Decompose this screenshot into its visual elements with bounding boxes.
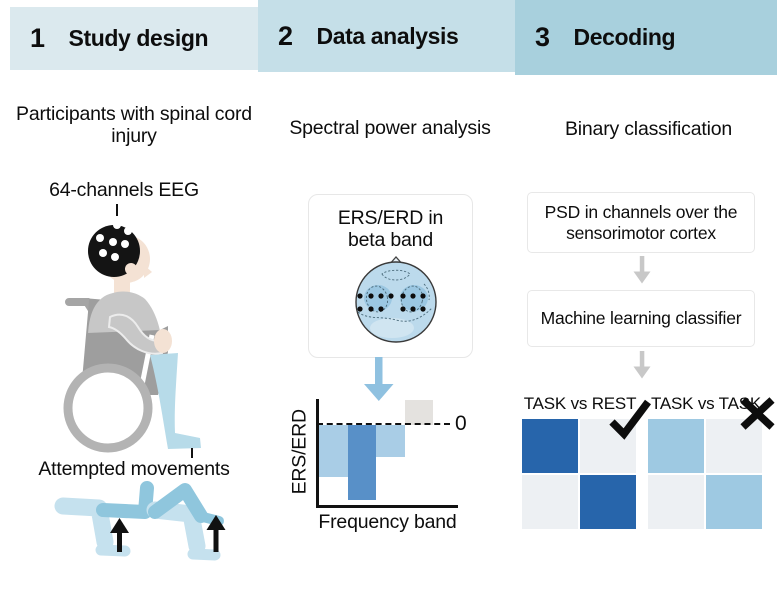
- person-hand: [154, 329, 172, 353]
- movements-pointer-line: [191, 448, 193, 458]
- person-nose: [144, 265, 152, 278]
- psd-card-text: PSD in channels over the sensorimotor co…: [544, 201, 738, 243]
- step-number: 1: [30, 23, 45, 53]
- participants-heading: Participants with spinal cord injury: [16, 103, 252, 147]
- chart-ylabel: ERS/ERD: [288, 409, 311, 495]
- task-vs-task-label: TASK vs TASK: [650, 394, 762, 413]
- classifier-card-text: Machine learning classifier: [540, 308, 742, 328]
- person-arm: [107, 313, 164, 355]
- eeg-channels-label: 64-channels EEG: [49, 179, 199, 201]
- matrix-cell: [522, 419, 578, 473]
- matrix-cell: [648, 419, 704, 473]
- step-number: 2: [278, 20, 293, 51]
- step-label: Study design: [68, 25, 209, 51]
- step-label: Data analysis: [316, 22, 459, 49]
- card-line2: beta band: [348, 228, 433, 251]
- ers-erd-bar: [347, 425, 376, 501]
- task-vs-rest-label: TASK vs REST: [523, 394, 637, 413]
- chart-xlabel: Frequency band: [318, 511, 457, 533]
- attempted-movements-label: Attempted movements: [38, 458, 230, 480]
- zero-label: 0: [455, 412, 467, 435]
- chart-y-axis: [316, 399, 319, 508]
- leg-dorsiflexion-icon: [54, 481, 154, 557]
- wheelchair-user-illustration: [63, 221, 201, 453]
- person-ear: [125, 263, 137, 275]
- checkmark-icon: [609, 399, 651, 440]
- matrix-cell: [706, 419, 762, 473]
- ers-erd-bar: [404, 400, 433, 425]
- matrix-cell: [648, 475, 704, 529]
- down-arrow-icon: [633, 256, 651, 284]
- leg-raise-icon: [146, 483, 224, 561]
- wheelchair-wheel-icon: [63, 363, 153, 453]
- spectral-analysis-heading: Spectral power analysis: [289, 117, 491, 139]
- zero-line: [317, 423, 450, 425]
- header-step-study-design: 1 Study design: [10, 7, 258, 70]
- header-step-data-analysis: 2 Data analysis: [258, 0, 515, 72]
- down-arrow-icon: [364, 357, 394, 401]
- matrix-cell: [580, 475, 636, 529]
- ers-erd-bar: [376, 425, 405, 457]
- person-leg: [150, 353, 201, 449]
- up-arrow-icon: [206, 515, 226, 552]
- header-step-decoding: 3 Decoding: [515, 0, 777, 75]
- psd-card: PSD in channels over the sensorimotor co…: [527, 192, 755, 253]
- matrix-cell: [522, 475, 578, 529]
- x-mark-icon: [740, 397, 775, 430]
- attempted-movement-icons: [54, 481, 226, 561]
- binary-classification-heading: Binary classification: [564, 118, 733, 140]
- ers-erd-bar: [319, 425, 348, 477]
- eeg-pointer-line: [116, 204, 118, 216]
- topography-electrodes: [357, 293, 426, 312]
- classifier-card: Machine learning classifier: [527, 290, 755, 347]
- scalp-topography-icon: [355, 256, 437, 343]
- eeg-electrode-dots: [96, 221, 132, 261]
- card-line1: ERS/ERD in: [337, 207, 444, 229]
- chart-x-axis: [316, 505, 458, 508]
- step-number: 3: [535, 22, 550, 52]
- up-arrow-icon: [110, 518, 129, 552]
- matrix-cell: [706, 475, 762, 529]
- task-vs-task-matrix: [648, 419, 762, 529]
- down-arrow-icon: [633, 351, 651, 379]
- step-label: Decoding: [573, 24, 676, 50]
